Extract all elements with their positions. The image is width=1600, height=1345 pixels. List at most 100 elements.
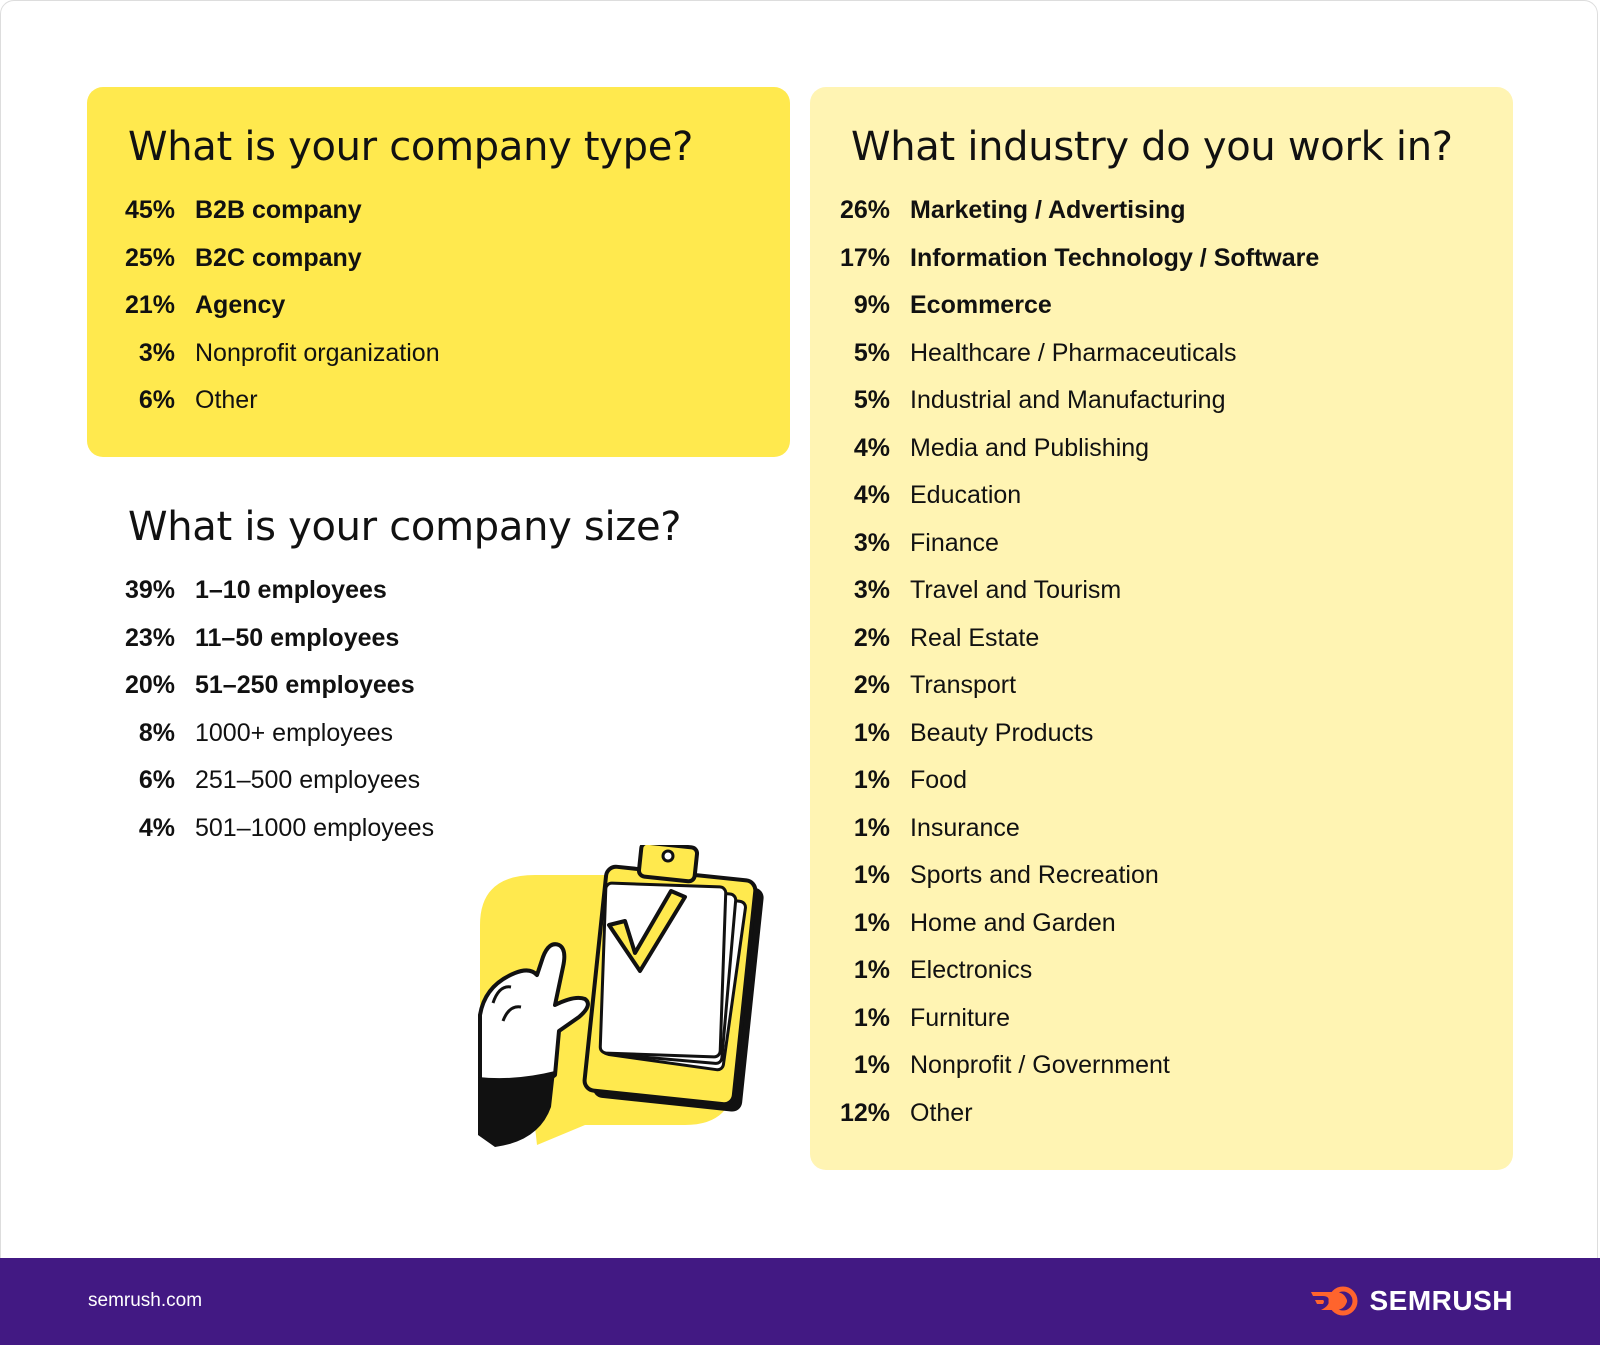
item-label: Nonprofit / Government <box>910 1051 1170 1080</box>
percent-value: 25% <box>124 243 175 272</box>
percent-value: 1% <box>853 956 890 985</box>
list-item: 1% Nonprofit / Government <box>830 1042 1319 1090</box>
list-item: 45% B2B company <box>115 187 440 235</box>
brand-name: SEMRUSH <box>1369 1285 1513 1316</box>
list-item: 26% Marketing / Advertising <box>830 187 1319 235</box>
item-label: Food <box>910 766 967 795</box>
list-item: 5% Healthcare / Pharmaceuticals <box>830 330 1319 378</box>
item-label: Agency <box>195 291 286 320</box>
item-label: Insurance <box>910 813 1020 842</box>
company-size-list: 39% 1–10 employees 23% 11–50 employees 20%… <box>115 567 434 852</box>
company-type-list: 45% B2B company 25% B2C company 21% Agency … <box>115 187 440 425</box>
brand-logo: SEMRUSH <box>1309 1284 1513 1318</box>
list-item: 25% B2C company <box>115 235 440 283</box>
percent-value: 1% <box>853 908 890 937</box>
percent-value: 23% <box>124 623 175 652</box>
percent-value: 4% <box>853 433 890 462</box>
percent-value: 3% <box>853 528 890 557</box>
item-label: Travel and Tourism <box>910 576 1122 605</box>
percent-value: 9% <box>853 291 890 320</box>
percent-value: 1% <box>853 1003 890 1032</box>
list-item: 17% Information Technology / Software <box>830 235 1319 283</box>
percent-value: 1% <box>853 1051 890 1080</box>
item-label: Marketing / Advertising <box>910 196 1186 225</box>
item-label: Electronics <box>910 956 1033 985</box>
item-label: Beauty Products <box>910 718 1094 747</box>
company-type-card <box>87 87 790 457</box>
list-item: 1% Home and Garden <box>830 900 1319 948</box>
list-item: 1% Furniture <box>830 995 1319 1043</box>
percent-value: 1% <box>853 813 890 842</box>
company-type-title: What is your company type? <box>128 124 693 170</box>
percent-value: 26% <box>839 196 890 225</box>
percent-value: 2% <box>853 671 890 700</box>
list-item: 2% Real Estate <box>830 615 1319 663</box>
list-item: 4% Education <box>830 472 1319 520</box>
item-label: Sports and Recreation <box>910 861 1159 890</box>
item-label: Information Technology / Software <box>910 243 1320 272</box>
item-label: Media and Publishing <box>910 433 1150 462</box>
list-item: 1% Electronics <box>830 947 1319 995</box>
semrush-flame-logo-icon <box>1311 1286 1358 1316</box>
percent-value: 4% <box>138 813 175 842</box>
list-item: 3% Travel and Tourism <box>830 567 1319 615</box>
item-label: Other <box>910 1098 973 1127</box>
percent-value: 21% <box>124 291 175 320</box>
percent-value: 1% <box>853 766 890 795</box>
list-item: 9% Ecommerce <box>830 282 1319 330</box>
item-label: Healthcare / Pharmaceuticals <box>910 338 1237 367</box>
percent-value: 2% <box>853 623 890 652</box>
list-item: 1% Insurance <box>830 805 1319 853</box>
percent-value: 20% <box>124 671 175 700</box>
percent-value: 6% <box>138 386 175 415</box>
percent-value: 39% <box>124 576 175 605</box>
percent-value: 3% <box>138 338 175 367</box>
list-item: 1% Beauty Products <box>830 710 1319 758</box>
list-item: 3% Finance <box>830 520 1319 568</box>
list-item: 20% 51–250 employees <box>115 662 434 710</box>
percent-value: 3% <box>853 576 890 605</box>
list-item: 1% Sports and Recreation <box>830 852 1319 900</box>
site-link[interactable]: semrush.com <box>88 1290 203 1311</box>
item-label: B2C company <box>195 243 362 272</box>
list-item: 4% Media and Publishing <box>830 425 1319 473</box>
item-label: Industrial and Manufacturing <box>910 386 1226 415</box>
company-size-title: What is your company size? <box>128 504 682 550</box>
list-item: 4% 501–1000 employees <box>115 805 434 853</box>
item-label: 11–50 employees <box>195 623 400 652</box>
list-item: 6% Other <box>115 377 440 425</box>
list-item: 5% Industrial and Manufacturing <box>830 377 1319 425</box>
item-label: 51–250 employees <box>195 671 415 700</box>
item-label: Nonprofit organization <box>195 338 440 367</box>
list-item: 39% 1–10 employees <box>115 567 434 615</box>
item-label: B2B company <box>195 196 362 225</box>
list-item: 6% 251–500 employees <box>115 757 434 805</box>
percent-value: 4% <box>853 481 890 510</box>
item-label: Home and Garden <box>910 908 1116 937</box>
list-item: 3% Nonprofit organization <box>115 330 440 378</box>
list-item: 2% Transport <box>830 662 1319 710</box>
percent-value: 1% <box>853 861 890 890</box>
percent-value: 6% <box>138 766 175 795</box>
list-item: 23% 11–50 employees <box>115 615 434 663</box>
item-label: Real Estate <box>910 623 1040 652</box>
item-label: 251–500 employees <box>195 766 421 795</box>
list-item: 1% Food <box>830 757 1319 805</box>
item-label: 1–10 employees <box>195 576 387 605</box>
industry-list: 26% Marketing / Advertising 17% Informatio… <box>830 187 1319 1137</box>
percent-value: 12% <box>839 1098 890 1127</box>
industry-card <box>810 87 1513 1170</box>
item-label: 1000+ employees <box>195 718 394 747</box>
item-label: 501–1000 employees <box>195 813 435 842</box>
percent-value: 5% <box>853 338 890 367</box>
list-item: 12% Other <box>830 1090 1319 1138</box>
percent-value: 45% <box>124 196 175 225</box>
item-label: Transport <box>910 671 1017 700</box>
item-label: Other <box>195 386 258 415</box>
percent-value: 5% <box>853 386 890 415</box>
list-item: 21% Agency <box>115 282 440 330</box>
item-label: Ecommerce <box>910 291 1052 320</box>
list-item: 8% 1000+ employees <box>115 710 434 758</box>
clipboard-checkmark-hand-illustration <box>478 845 764 1147</box>
industry-title: What industry do you work in? <box>851 124 1453 170</box>
